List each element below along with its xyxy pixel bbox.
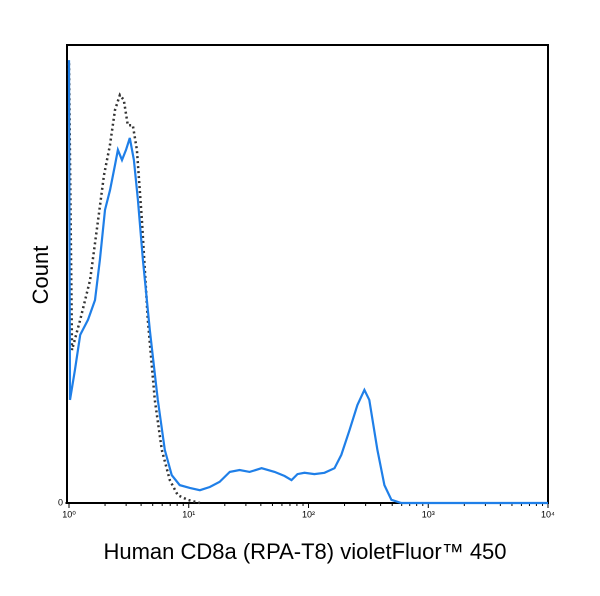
x-tick-label: 10⁰ bbox=[62, 509, 76, 519]
x-tick-label: 10¹ bbox=[182, 509, 195, 519]
x-axis-label: Human CD8a (RPA-T8) violetFluor™ 450 bbox=[103, 539, 506, 564]
series-line bbox=[67, 60, 548, 505]
x-tick-label: 10⁴ bbox=[541, 509, 555, 519]
plot-frame bbox=[66, 44, 549, 504]
x-tick-label: 10³ bbox=[422, 509, 435, 519]
y-axis-label: Count bbox=[28, 246, 53, 305]
x-tick-label: 10² bbox=[302, 509, 315, 519]
series-line bbox=[67, 63, 201, 505]
y-tick-label: 0 bbox=[58, 497, 63, 507]
